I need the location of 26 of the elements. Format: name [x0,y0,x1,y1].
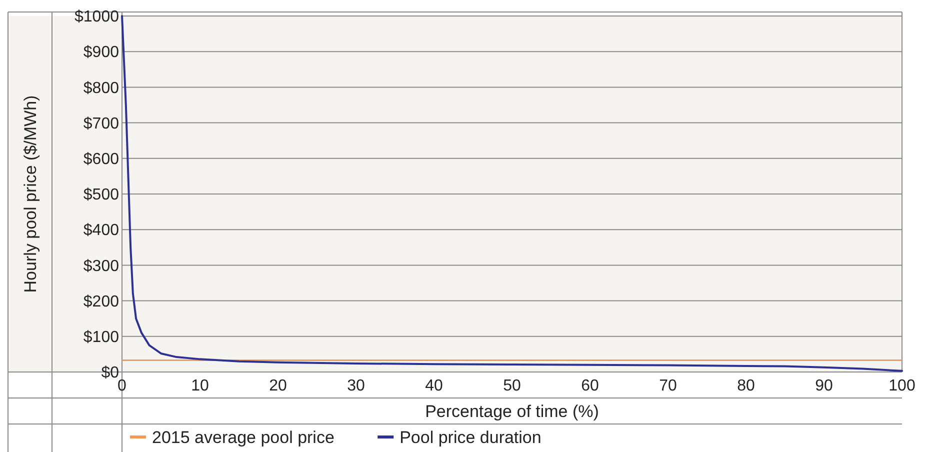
legend-label: Pool price duration [400,428,542,447]
y-axis-title: Hourly pool price ($/MWh) [20,95,40,293]
x-tick-label: 50 [503,378,521,395]
y-tick-label: $400 [83,222,120,240]
x-tick-label: 60 [581,378,599,395]
y-tick-label: $500 [83,186,120,204]
y-tick-label: $700 [83,115,120,132]
x-axis-title: Percentage of time (%) [425,402,599,421]
y-tick-label: $200 [83,293,120,310]
y-tick-label: $300 [83,258,120,275]
y-tick-label: $100 [83,329,120,346]
x-tick-label: 70 [659,378,677,395]
x-tick-label: 90 [815,378,833,395]
y-tick-label: $800 [83,80,120,97]
x-tick-label: 0 [118,378,127,395]
x-tick-label: 30 [347,378,365,395]
x-tick-label: 10 [191,378,209,395]
x-tick-label: 40 [425,378,443,395]
y-tick-label: $0 [101,364,120,382]
legend-label: 2015 average pool price [152,428,334,447]
y-tick-label: $900 [83,44,120,62]
y-tick-label: $1000 [74,8,120,26]
x-tick-label: 100 [888,378,916,395]
x-tick-label: 80 [737,378,755,395]
x-tick-label: 20 [269,378,287,395]
y-tick-label: $600 [83,151,120,168]
